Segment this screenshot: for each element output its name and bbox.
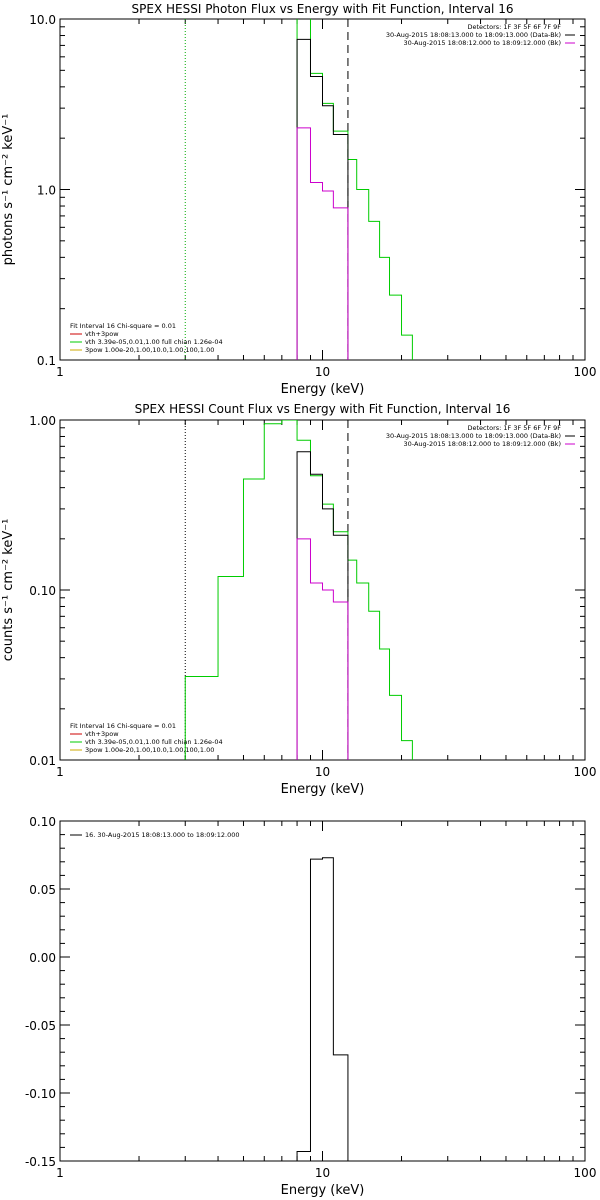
legend-entry: 30-Aug-2015 18:08:12.000 to 18:09:12.000… — [404, 440, 561, 448]
y-tick-label: 0.00 — [29, 951, 56, 965]
y-tick-label: 0.1 — [37, 354, 56, 368]
x-tick-label: 10 — [315, 365, 330, 379]
legend-entry: vth+3pow — [85, 730, 119, 738]
chart-panel-3: 1 10 100 Energy (keV) -0.15 -0.10 -0.05 0.00 0.0… — [25, 815, 597, 1198]
x-tick-label: 100 — [574, 765, 597, 779]
chart-panel-2: SPEX HESSI Count Flux vs Energy with Fit… — [1, 402, 596, 797]
y-tick-label: 1.00 — [29, 414, 56, 428]
x-axis-label: Energy (keV) — [281, 1183, 365, 1198]
legend-entry: 30-Aug-2015 18:08:13.000 to 18:09:13.000… — [386, 31, 561, 39]
series-3-line — [296, 538, 349, 760]
y-tick-label: 10.0 — [29, 13, 56, 27]
x-tick-label: 100 — [574, 365, 597, 379]
legend-entry: Detectors: 1F 3F 5F 6F 7F 9F — [467, 424, 561, 432]
legend-entry: Detectors: 1F 3F 5F 6F 7F 9F — [467, 23, 561, 31]
y-tick-label: 1.0 — [37, 184, 56, 198]
chart-panel-1: SPEX HESSI Photon Flux vs Energy with Fi… — [1, 2, 596, 397]
y-axis-label: photons s⁻¹ cm⁻² keV⁻¹ — [1, 114, 16, 266]
y-axis-label: counts s⁻¹ cm⁻² keV⁻¹ — [1, 519, 16, 662]
series-1-line — [296, 857, 349, 1161]
x-tick-label: 100 — [574, 1166, 597, 1180]
x-axis-label: Energy (keV) — [281, 382, 365, 397]
legend-entry: 30-Aug-2015 18:08:12.000 to 18:09:12.000… — [404, 39, 561, 47]
legend-entry: Fit Interval 16 Chi-square = 0.01 — [70, 722, 176, 730]
legend-entry: vth+3pow — [85, 330, 119, 338]
x-tick-label: 10 — [315, 1166, 330, 1180]
series-3-line — [296, 127, 349, 360]
x-tick-label: 1 — [56, 365, 64, 379]
x-tick-label: 10 — [315, 765, 330, 779]
y-tick-label: 0.05 — [29, 883, 56, 897]
series-1-line — [184, 420, 428, 760]
y-tick-label: -0.10 — [25, 1087, 56, 1101]
chart-title: SPEX HESSI Photon Flux vs Energy with Fi… — [132, 2, 514, 16]
series-2-line — [296, 451, 349, 760]
legend-entry: 3pow 1.00e-20,1.00,10.0,1.00,100,1.00 — [85, 746, 214, 754]
y-tick-label: -0.15 — [25, 1155, 56, 1169]
x-tick-label: 1 — [56, 765, 64, 779]
legend-entry: Fit Interval 16 Chi-square = 0.01 — [70, 322, 176, 330]
y-tick-label: -0.05 — [25, 1019, 56, 1033]
legend-entry: vth 3.39e-05,0.01,1.00 full chian 1.26e-… — [85, 338, 223, 346]
series-2-line — [296, 38, 349, 360]
legend-entry: 16. 30-Aug-2015 18:08:13.000 to 18:09:12… — [85, 831, 240, 839]
legend-entry: 30-Aug-2015 18:08:13.000 to 18:09:13.000… — [386, 432, 561, 440]
y-tick-label: 0.01 — [29, 754, 56, 768]
x-tick-label: 1 — [56, 1166, 64, 1180]
legend-entry: 3pow 1.00e-20,1.00,10.0,1.00,100,1.00 — [85, 346, 214, 354]
chart-title: SPEX HESSI Count Flux vs Energy with Fit… — [135, 402, 511, 416]
x-axis-label: Energy (keV) — [281, 782, 365, 797]
series-1-line — [296, 19, 418, 360]
y-tick-label: 0.10 — [29, 584, 56, 598]
plot-frame — [59, 820, 586, 1162]
y-tick-label: 0.10 — [29, 815, 56, 829]
legend-entry: vth 3.39e-05,0.01,1.00 full chian 1.26e-… — [85, 738, 223, 746]
